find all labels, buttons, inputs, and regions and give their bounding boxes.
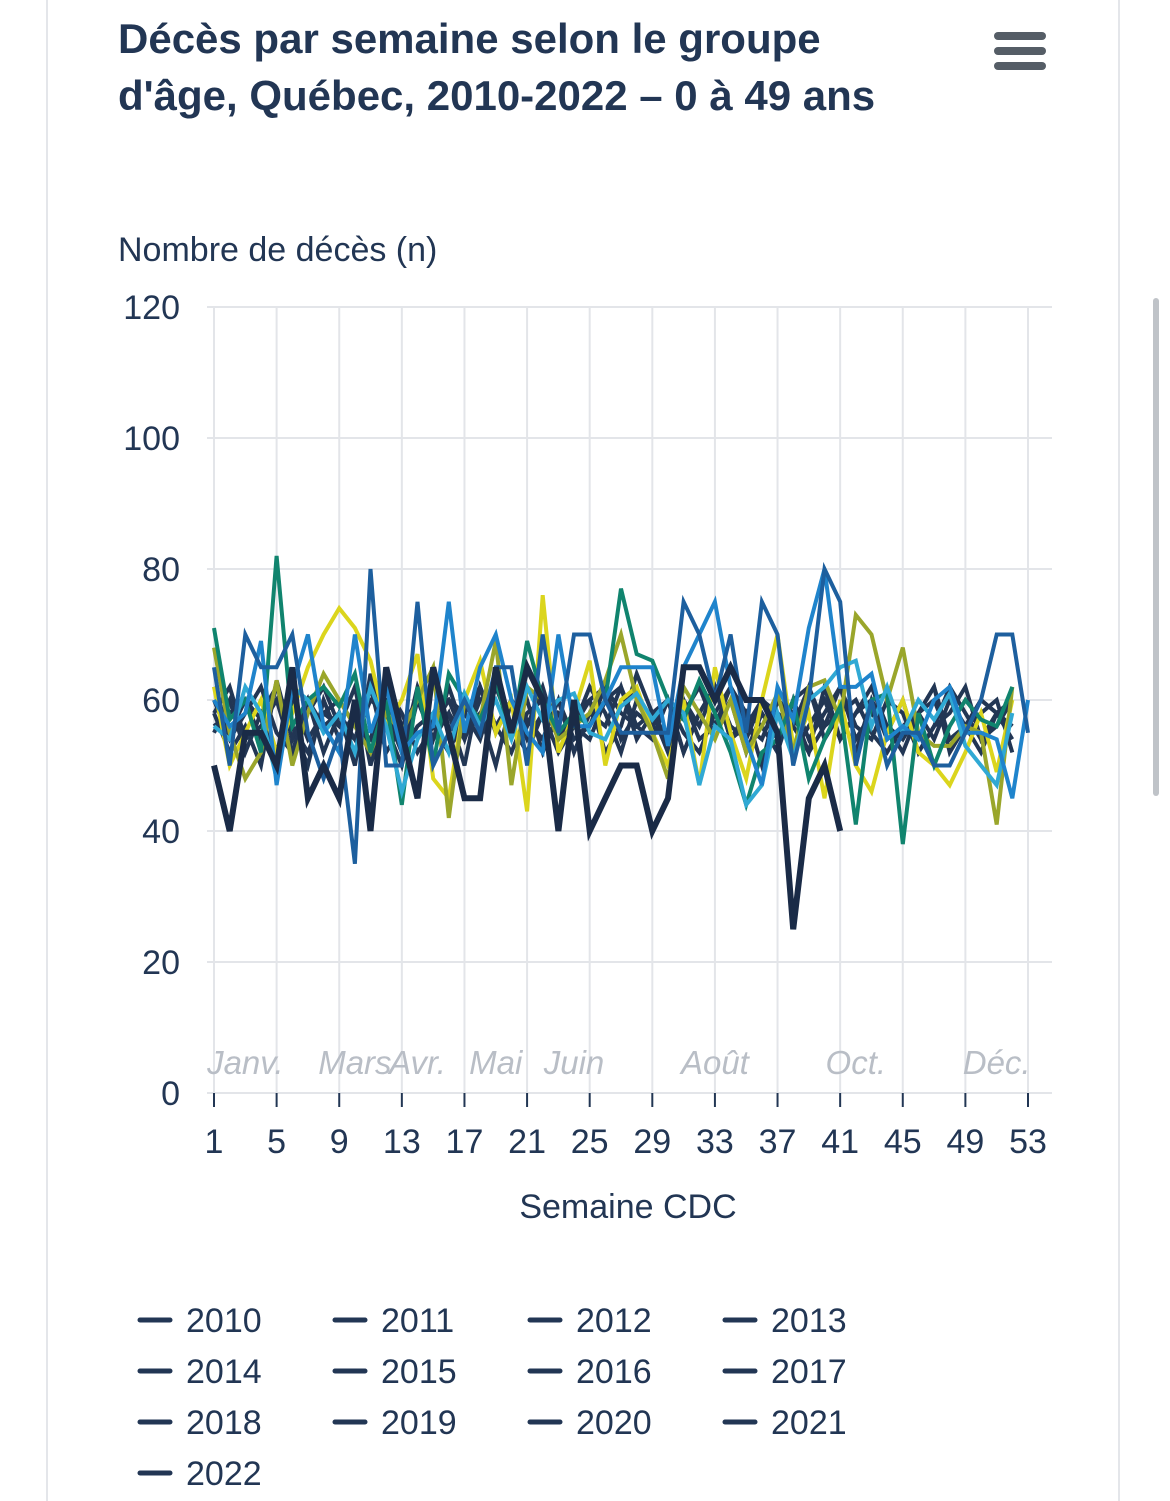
legend-label: 2021 [771, 1404, 847, 1442]
x-tick-label: 45 [884, 1123, 922, 1161]
x-axis-title: Semaine CDC [519, 1188, 736, 1226]
legend-label: 2010 [186, 1302, 262, 1340]
legend-item-2014[interactable]: 2014 [137, 1353, 262, 1391]
x-tick-label: 41 [821, 1123, 859, 1161]
chart-container [46, 0, 1120, 1501]
y-tick-label: 120 [123, 289, 180, 327]
legend-label: 2012 [576, 1302, 652, 1340]
x-tick-label: 13 [383, 1123, 421, 1161]
y-tick-label: 0 [161, 1075, 180, 1113]
chart-title: Décès par semaine selon le groupe d'âge,… [118, 15, 876, 119]
month-label: Déc. [963, 1044, 1031, 1081]
legend-item-2022[interactable]: 2022 [137, 1455, 262, 1493]
y-tick-label: 100 [123, 420, 180, 458]
legend-label: 2014 [186, 1353, 262, 1391]
series-line-2021[interactable] [212, 561, 1030, 865]
x-tick-label: 1 [205, 1123, 224, 1161]
x-tick-label: 9 [330, 1123, 349, 1161]
y-tick-label: 20 [142, 944, 180, 982]
legend-item-2020[interactable]: 2020 [527, 1404, 652, 1442]
month-label: Août [679, 1044, 751, 1081]
legend-item-2017[interactable]: 2017 [722, 1353, 847, 1391]
legend-item-2015[interactable]: 2015 [332, 1353, 457, 1391]
x-tick-label: 49 [946, 1123, 984, 1161]
series-line-2022[interactable] [211, 658, 844, 930]
legend-label: 2013 [771, 1302, 847, 1340]
month-label: Janv. [206, 1044, 283, 1081]
x-tick-label: 37 [759, 1123, 797, 1161]
legend-item-2013[interactable]: 2013 [722, 1302, 847, 1340]
legend-label: 2019 [381, 1404, 457, 1442]
legend-label: 2011 [381, 1302, 454, 1340]
x-tick-label: 53 [1009, 1123, 1047, 1161]
series-line-2020[interactable] [212, 568, 1030, 799]
legend-label: 2022 [186, 1455, 262, 1493]
x-tick-label: 29 [633, 1123, 671, 1161]
legend-item-2011[interactable]: 2011 [332, 1302, 454, 1340]
x-tick-label: 25 [571, 1123, 609, 1161]
month-label: Avr. [387, 1044, 446, 1081]
legend-label: 2015 [381, 1353, 457, 1391]
month-label: Mars [318, 1044, 391, 1081]
legend-label: 2020 [576, 1404, 652, 1442]
x-tick-label: 17 [446, 1123, 484, 1161]
legend-item-2019[interactable]: 2019 [332, 1404, 457, 1442]
legend-label: 2016 [576, 1353, 652, 1391]
hamburger-menu-icon[interactable] [990, 28, 1050, 74]
legend-label: 2017 [771, 1353, 847, 1391]
scrollbar[interactable] [1153, 298, 1159, 796]
series-line-2016[interactable] [212, 595, 1015, 812]
y-tick-label: 40 [142, 813, 180, 851]
x-tick-label: 21 [508, 1123, 546, 1161]
month-label: Oct. [826, 1044, 887, 1081]
legend-item-2021[interactable]: 2021 [722, 1404, 847, 1442]
x-tick-label: 33 [696, 1123, 734, 1161]
legend-label: 2018 [186, 1404, 262, 1442]
legend-item-2012[interactable]: 2012 [527, 1302, 652, 1340]
legend-item-2016[interactable]: 2016 [527, 1353, 652, 1391]
month-label: Juin [543, 1044, 605, 1081]
y-tick-label: 60 [142, 682, 180, 720]
x-tick-label: 5 [267, 1123, 286, 1161]
month-label: Mai [469, 1044, 524, 1081]
legend-item-2010[interactable]: 2010 [137, 1302, 262, 1340]
y-axis-title: Nombre de décès (n) [118, 231, 437, 269]
legend-item-2018[interactable]: 2018 [137, 1404, 262, 1442]
y-tick-label: 80 [142, 551, 180, 589]
